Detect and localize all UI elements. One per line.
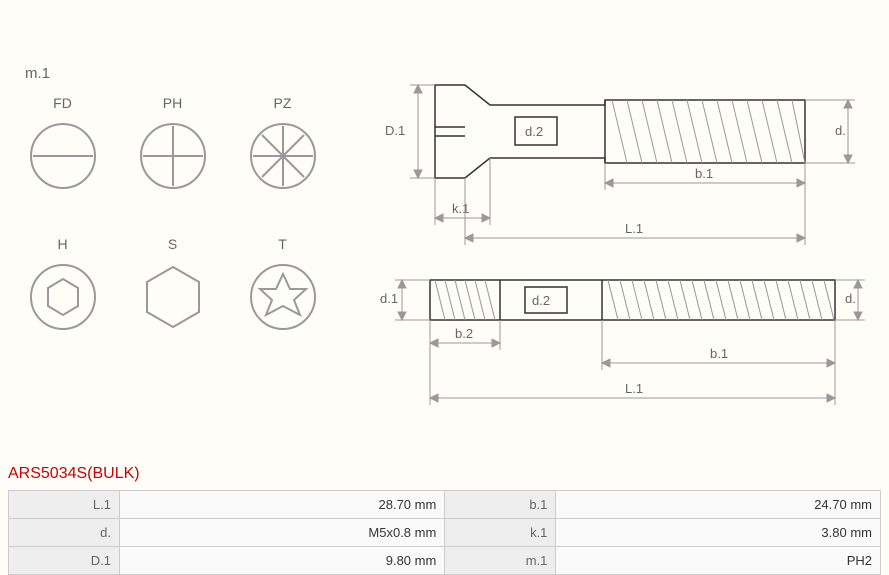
spec-key: k.1 — [445, 519, 556, 547]
table-row: D.1 9.80 mm m.1 PH2 — [9, 547, 881, 575]
svg-text:d.2: d.2 — [525, 124, 543, 139]
technical-drawings: d.2 D.1 d. k.1 b.1 — [380, 55, 870, 420]
spec-val: 3.80 mm — [556, 519, 881, 547]
head-t: T — [245, 236, 320, 337]
phillips-icon — [138, 121, 208, 191]
spec-val: 9.80 mm — [119, 547, 444, 575]
spec-val: PH2 — [556, 547, 881, 575]
screw-drawings: d.2 D.1 d. k.1 b.1 — [380, 55, 870, 415]
svg-text:L.1: L.1 — [625, 381, 643, 396]
svg-text:D.1: D.1 — [385, 123, 405, 138]
screw-side-1: d.2 D.1 d. k.1 b.1 — [385, 85, 855, 245]
pozi-icon — [248, 121, 318, 191]
hex-icon — [138, 262, 208, 332]
spec-key: L.1 — [9, 491, 120, 519]
svg-text:b.1: b.1 — [695, 166, 713, 181]
svg-text:b.1: b.1 — [710, 346, 728, 361]
spec-key: m.1 — [445, 547, 556, 575]
screw-side-2: d.2 d.1 d. b.2 b.1 L.1 — [380, 280, 865, 405]
spec-key: b.1 — [445, 491, 556, 519]
svg-text:d.: d. — [845, 291, 856, 306]
spec-key: d. — [9, 519, 120, 547]
drive-heads: FD PH PZ H S T — [25, 95, 320, 377]
spec-val: 28.70 mm — [119, 491, 444, 519]
head-fd: FD — [25, 95, 100, 196]
specs-table: L.1 28.70 mm b.1 24.70 mm d. M5x0.8 mm k… — [8, 490, 881, 575]
torx-icon — [248, 262, 318, 332]
svg-text:b.2: b.2 — [455, 326, 473, 341]
svg-text:d.: d. — [835, 123, 846, 138]
corner-label: m.1 — [25, 65, 50, 82]
spec-val: M5x0.8 mm — [119, 519, 444, 547]
hex-socket-icon — [28, 262, 98, 332]
head-s: S — [135, 236, 210, 337]
head-ph: PH — [135, 95, 210, 196]
table-row: L.1 28.70 mm b.1 24.70 mm — [9, 491, 881, 519]
table-row: d. M5x0.8 mm k.1 3.80 mm — [9, 519, 881, 547]
svg-text:d.2: d.2 — [532, 293, 550, 308]
svg-text:d.1: d.1 — [380, 291, 398, 306]
spec-val: 24.70 mm — [556, 491, 881, 519]
spec-key: D.1 — [9, 547, 120, 575]
svg-text:L.1: L.1 — [625, 221, 643, 236]
svg-text:k.1: k.1 — [452, 201, 469, 216]
head-pz: PZ — [245, 95, 320, 196]
slot-icon — [28, 121, 98, 191]
head-h: H — [25, 236, 100, 337]
part-number: ARS5034S(BULK) — [8, 465, 140, 483]
diagram-area: m.1 FD PH PZ H S — [0, 0, 889, 450]
